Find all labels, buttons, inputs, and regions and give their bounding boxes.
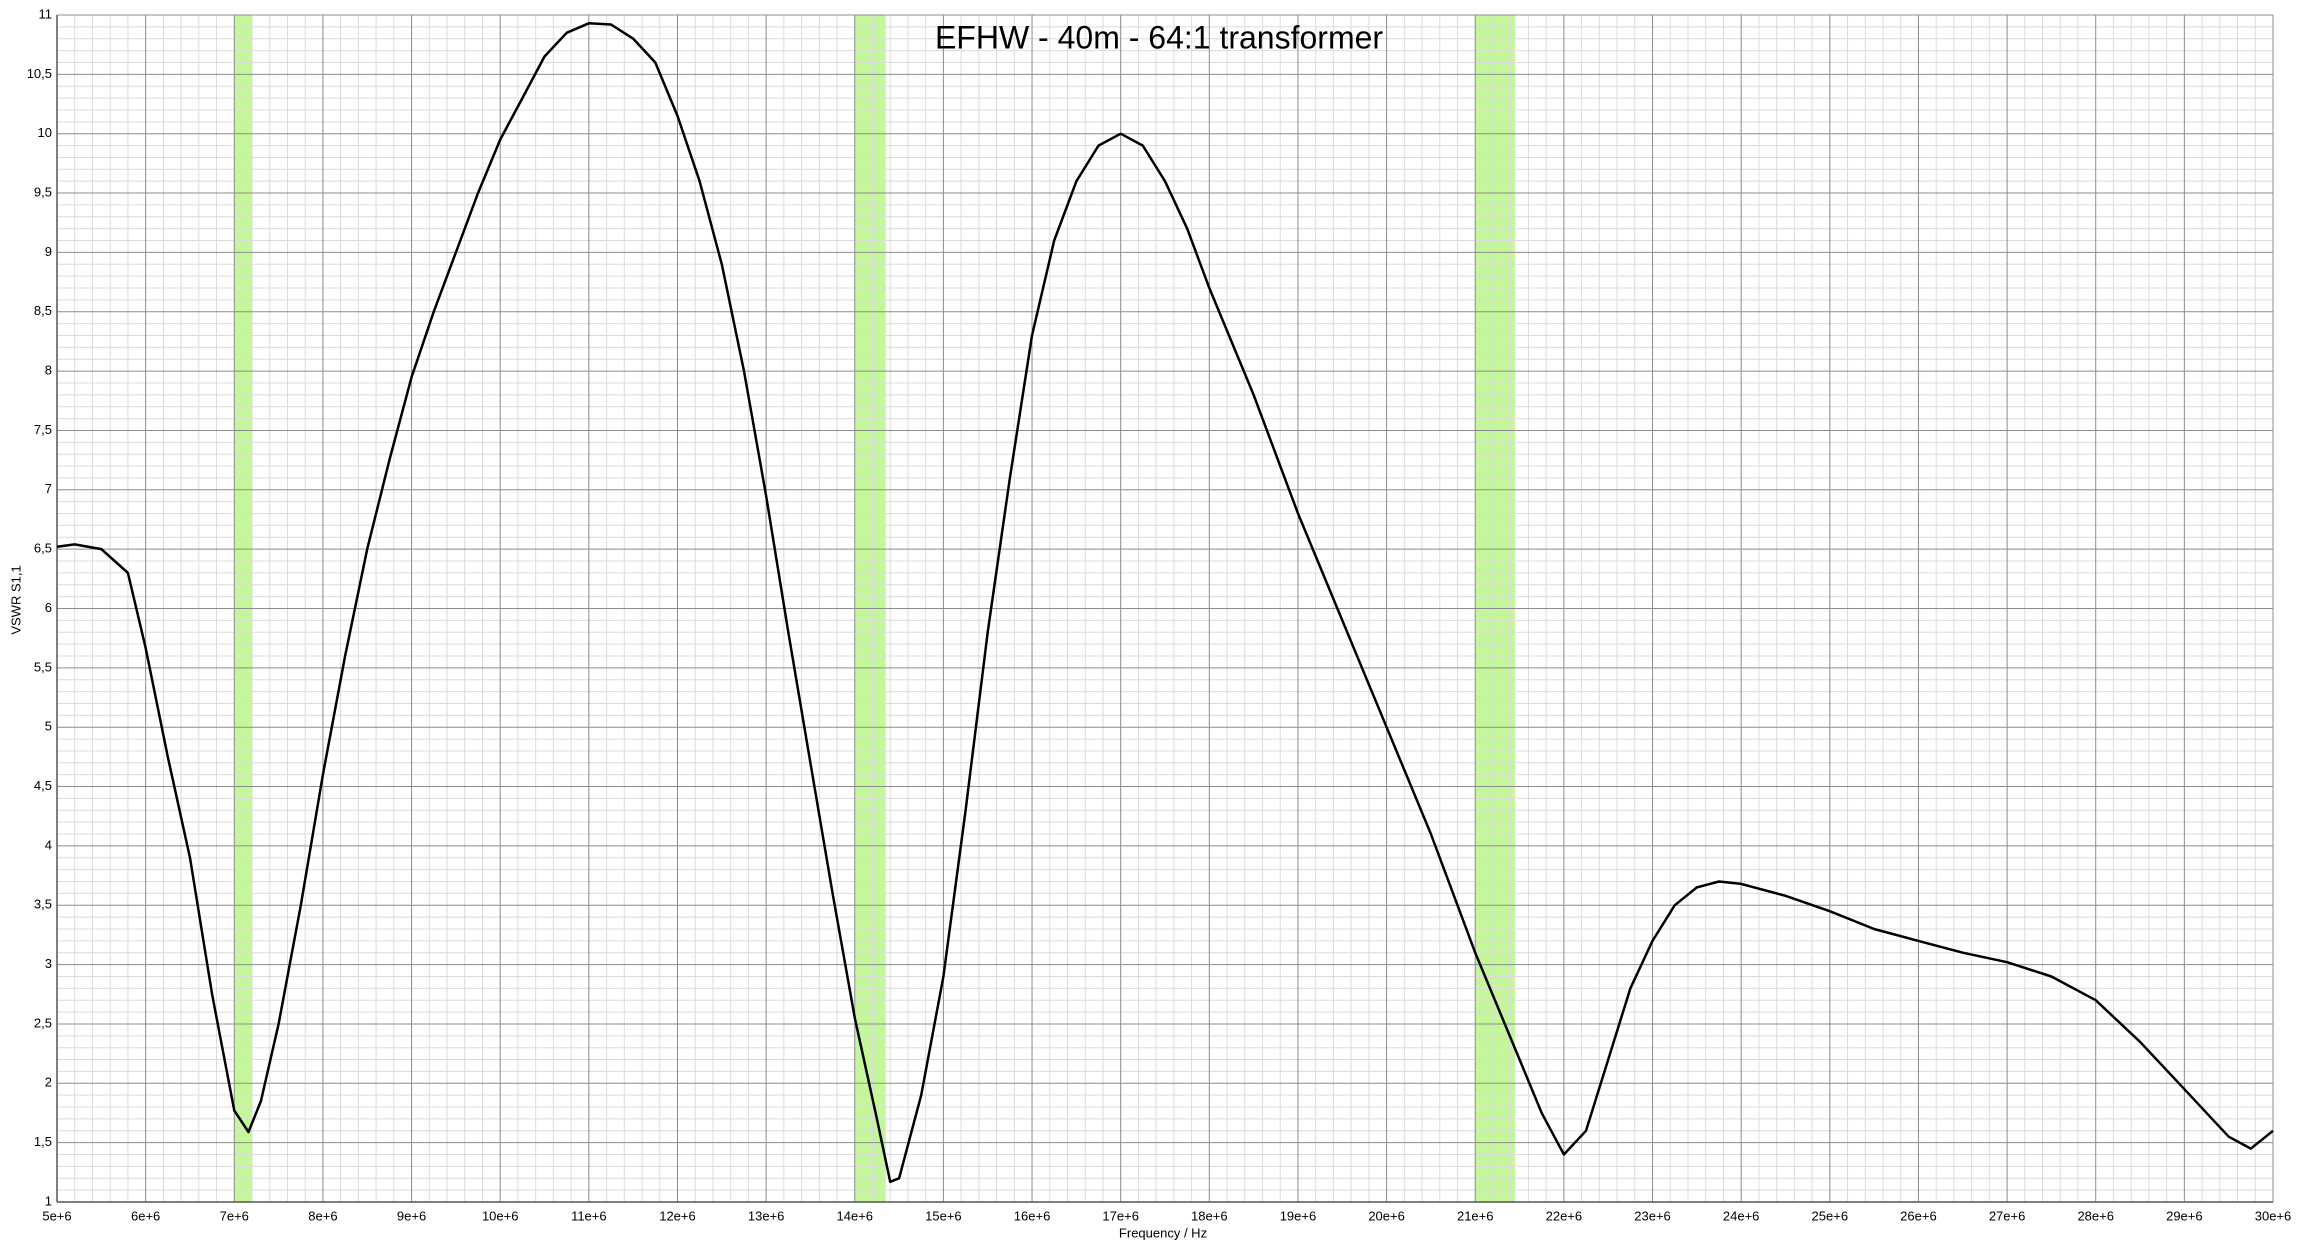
y-tick-label: 2,5 xyxy=(34,1015,52,1030)
y-tick-label: 10 xyxy=(38,125,52,140)
x-tick-label: 25e+6 xyxy=(1812,1208,1849,1223)
x-tick-label: 16e+6 xyxy=(1014,1208,1051,1223)
x-tick-label: 19e+6 xyxy=(1280,1208,1317,1223)
x-tick-label: 24e+6 xyxy=(1723,1208,1760,1223)
x-tick-label: 18e+6 xyxy=(1191,1208,1228,1223)
x-tick-label: 6e+6 xyxy=(131,1208,160,1223)
y-tick-label: 5 xyxy=(45,719,52,734)
x-axis-label: Frequency / Hz xyxy=(1119,1225,1207,1240)
y-tick-label: 1,5 xyxy=(34,1134,52,1149)
x-tick-label: 23e+6 xyxy=(1634,1208,1671,1223)
x-tick-label: 13e+6 xyxy=(748,1208,785,1223)
y-axis-label: VSWR S1,1 xyxy=(8,565,23,634)
y-tick-label: 6,5 xyxy=(34,541,52,556)
y-tick-label: 11 xyxy=(39,6,53,21)
y-tick-label: 7,5 xyxy=(34,422,52,437)
x-tick-label: 21e+6 xyxy=(1457,1208,1494,1223)
y-tick-label: 8 xyxy=(45,363,52,378)
x-tick-label: 12e+6 xyxy=(659,1208,696,1223)
x-tick-label: 22e+6 xyxy=(1546,1208,1583,1223)
y-tick-label: 3,5 xyxy=(34,897,52,912)
x-tick-label: 7e+6 xyxy=(220,1208,249,1223)
x-tick-label: 20e+6 xyxy=(1368,1208,1405,1223)
x-tick-label: 9e+6 xyxy=(397,1208,426,1223)
x-tick-label: 30e+6 xyxy=(2255,1208,2292,1223)
x-tick-label: 27e+6 xyxy=(1989,1208,2026,1223)
x-tick-label: 5e+6 xyxy=(42,1208,71,1223)
y-tick-label: 3 xyxy=(45,956,52,971)
x-tick-label: 17e+6 xyxy=(1102,1208,1139,1223)
y-tick-label: 9 xyxy=(45,244,52,259)
vswr-line xyxy=(56,22,2274,1184)
x-tick-label: 11e+6 xyxy=(571,1208,607,1223)
y-tick-label: 8,5 xyxy=(34,303,52,318)
y-tick-label: 2 xyxy=(45,1075,52,1090)
y-tick-label: 9,5 xyxy=(34,184,52,199)
y-tick-label: 1 xyxy=(45,1193,52,1208)
y-tick-label: 7 xyxy=(45,481,52,496)
y-tick-label: 5,5 xyxy=(34,659,52,674)
x-tick-label: 15e+6 xyxy=(925,1208,962,1223)
x-tick-label: 14e+6 xyxy=(837,1208,874,1223)
x-tick-label: 26e+6 xyxy=(1900,1208,1937,1223)
x-tick-label: 8e+6 xyxy=(308,1208,337,1223)
chart-title: EFHW - 40m - 64:1 transformer xyxy=(935,19,1383,55)
y-tick-label: 4 xyxy=(45,837,52,852)
x-tick-label: 28e+6 xyxy=(2077,1208,2114,1223)
y-tick-label: 6 xyxy=(45,600,52,615)
x-tick-label: 29e+6 xyxy=(2166,1208,2203,1223)
x-tick-label: 10e+6 xyxy=(482,1208,519,1223)
y-tick-label: 10,5 xyxy=(27,66,52,81)
y-tick-label: 4,5 xyxy=(34,778,52,793)
